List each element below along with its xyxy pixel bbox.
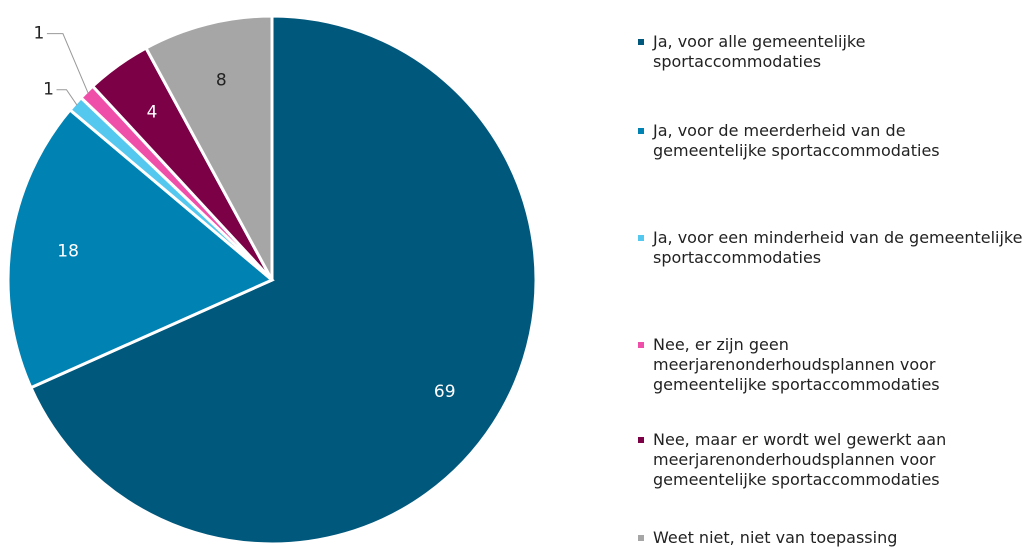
legend-swatch (638, 342, 644, 348)
data-label: 1 (43, 80, 54, 100)
legend-label: Nee, er zijn geen meerjarenonderhoudspla… (653, 335, 940, 394)
data-label: 4 (147, 103, 158, 123)
pie-slice (28, 14, 538, 546)
legend-swatch (638, 535, 644, 541)
legend-swatch (638, 128, 644, 134)
legend-label: Ja, voor alle gemeentelijke sportaccommo… (653, 32, 866, 71)
legend-item: Weet niet, niet van toepassing (638, 528, 1024, 547)
legend-item: Nee, er zijn geen meerjarenonderhoudspla… (638, 335, 1024, 395)
legend-label: Ja, voor de meerderheid van de gemeentel… (653, 121, 940, 160)
legend-swatch (638, 235, 644, 241)
legend-swatch (638, 437, 644, 443)
leader-line (46, 33, 89, 94)
pie-slice (6, 107, 275, 390)
data-label: 1 (34, 24, 45, 44)
legend-item: Ja, voor de meerderheid van de gemeentel… (638, 121, 1024, 161)
legend-item: Ja, voor een minderheid van de gemeentel… (638, 228, 1024, 268)
pie-slice (143, 14, 274, 281)
data-label: 8 (216, 70, 227, 90)
data-label: 18 (57, 241, 79, 261)
legend-swatch (638, 39, 644, 45)
leader-line (56, 89, 78, 106)
legend-item: Nee, maar er wordt wel gewerkt aan meerj… (638, 430, 1024, 490)
legend-label: Weet niet, niet van toepassing (653, 528, 898, 547)
data-label: 69 (434, 382, 456, 402)
legend-label: Ja, voor een minderheid van de gemeentel… (653, 228, 1023, 267)
legend-item: Ja, voor alle gemeentelijke sportaccommo… (638, 32, 1024, 72)
legend-label: Nee, maar er wordt wel gewerkt aan meerj… (653, 430, 947, 489)
